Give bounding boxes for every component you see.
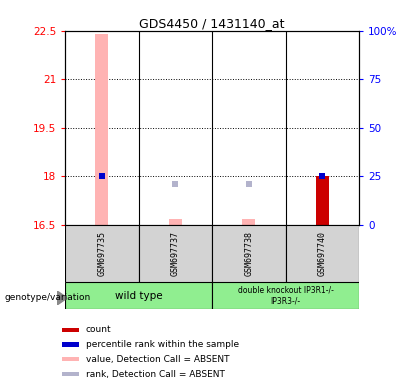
- Bar: [286, 225, 359, 282]
- Bar: [65, 282, 212, 309]
- Text: wild type: wild type: [115, 291, 163, 301]
- Text: rank, Detection Call = ABSENT: rank, Detection Call = ABSENT: [86, 369, 225, 379]
- Text: GSM697735: GSM697735: [97, 231, 106, 276]
- Text: double knockout IP3R1-/-
IP3R3-/-: double knockout IP3R1-/- IP3R3-/-: [238, 286, 333, 305]
- Bar: [62, 372, 79, 376]
- Bar: [212, 225, 286, 282]
- Bar: [65, 225, 139, 282]
- Bar: [242, 219, 255, 225]
- Bar: [62, 343, 79, 347]
- Bar: [62, 357, 79, 361]
- Text: genotype/variation: genotype/variation: [4, 293, 90, 302]
- Text: GSM697740: GSM697740: [318, 231, 327, 276]
- Text: value, Detection Call = ABSENT: value, Detection Call = ABSENT: [86, 355, 229, 364]
- Bar: [316, 176, 329, 225]
- Bar: [212, 282, 359, 309]
- Bar: [169, 219, 182, 225]
- Text: count: count: [86, 325, 112, 334]
- Text: GSM697738: GSM697738: [244, 231, 253, 276]
- Bar: [139, 225, 212, 282]
- Text: GSM697737: GSM697737: [171, 231, 180, 276]
- Bar: [62, 328, 79, 332]
- Bar: [95, 34, 108, 225]
- Title: GDS4450 / 1431140_at: GDS4450 / 1431140_at: [139, 17, 285, 30]
- Text: percentile rank within the sample: percentile rank within the sample: [86, 340, 239, 349]
- Polygon shape: [57, 291, 67, 305]
